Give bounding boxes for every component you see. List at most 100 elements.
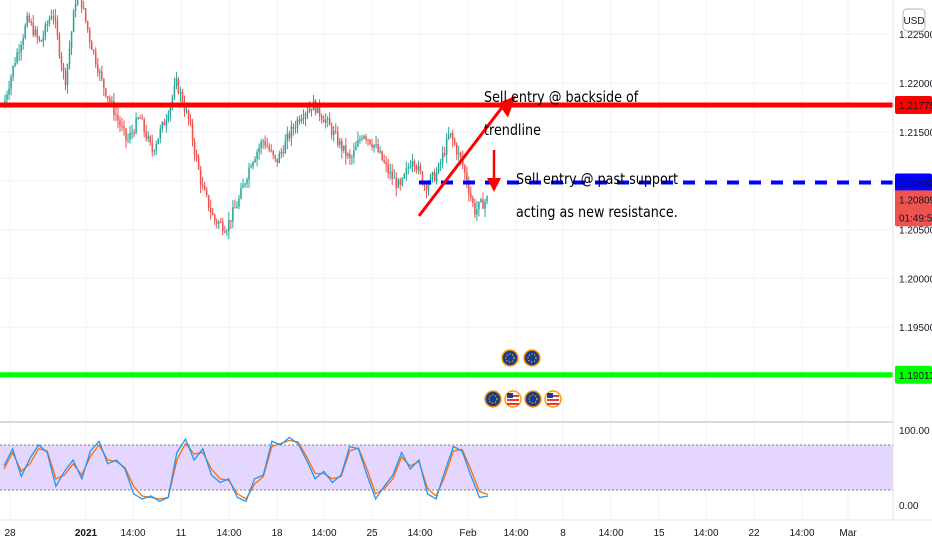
candle-body[interactable] <box>72 11 75 33</box>
candle-body[interactable] <box>129 132 131 140</box>
candle-body[interactable] <box>435 172 438 181</box>
candle-body[interactable] <box>133 132 135 134</box>
candle-body[interactable] <box>54 17 57 21</box>
candle-body[interactable] <box>115 114 117 116</box>
candle-body[interactable] <box>274 155 277 159</box>
candle-body[interactable] <box>101 71 103 79</box>
candle-body[interactable] <box>431 172 434 176</box>
candle-body[interactable] <box>74 4 77 12</box>
candle-body[interactable] <box>486 196 488 202</box>
annotation-backside-trendline[interactable]: Sell entry @ backside of trendline <box>484 89 639 139</box>
candle-body[interactable] <box>240 188 242 199</box>
candle-body[interactable] <box>195 154 198 158</box>
candle-body[interactable] <box>58 35 61 56</box>
candle-body[interactable] <box>16 52 18 63</box>
candle-body[interactable] <box>244 183 246 185</box>
candle-body[interactable] <box>474 202 476 215</box>
candle-body[interactable] <box>272 150 274 156</box>
candle-body[interactable] <box>417 165 420 170</box>
candle-body[interactable] <box>371 144 373 148</box>
candle-body[interactable] <box>157 138 160 145</box>
candle-body[interactable] <box>62 65 65 72</box>
candle-body[interactable] <box>199 169 202 186</box>
candle-body[interactable] <box>6 94 8 100</box>
candle-body[interactable] <box>228 220 230 232</box>
candle-body[interactable] <box>209 208 212 213</box>
candle-body[interactable] <box>330 125 333 135</box>
candle-body[interactable] <box>123 126 125 129</box>
candle-body[interactable] <box>264 140 266 146</box>
candle-body[interactable] <box>464 165 466 173</box>
candle-body[interactable] <box>449 133 452 136</box>
candle-body[interactable] <box>36 29 39 37</box>
candle-body[interactable] <box>211 212 214 216</box>
candle-body[interactable] <box>215 220 218 224</box>
candle-body[interactable] <box>88 29 91 42</box>
candle-body[interactable] <box>357 140 359 147</box>
candle-body[interactable] <box>403 174 406 178</box>
candle-body[interactable] <box>306 112 309 114</box>
candle-body[interactable] <box>351 157 353 159</box>
candle-body[interactable] <box>76 0 79 5</box>
candle-body[interactable] <box>30 21 32 24</box>
candle-body[interactable] <box>345 145 347 157</box>
candle-body[interactable] <box>52 16 55 18</box>
candle-body[interactable] <box>56 20 59 36</box>
candle-body[interactable] <box>423 184 426 186</box>
candle-body[interactable] <box>246 179 248 184</box>
candle-body[interactable] <box>218 221 220 224</box>
candle-body[interactable] <box>381 151 383 161</box>
candle-body[interactable] <box>365 136 367 140</box>
candle-body[interactable] <box>433 172 436 181</box>
candle-body[interactable] <box>308 108 311 113</box>
candle-body[interactable] <box>439 162 442 165</box>
candle-body[interactable] <box>421 171 424 185</box>
candle-body[interactable] <box>415 166 418 170</box>
annotation-past-support[interactable]: Sell entry @ past support acting as new … <box>516 171 679 221</box>
candle-body[interactable] <box>399 180 402 185</box>
candle-body[interactable] <box>294 127 297 129</box>
economic-events[interactable]: 5 2 2 8 4 6 <box>484 344 563 408</box>
candle-body[interactable] <box>270 150 272 152</box>
candle-body[interactable] <box>161 122 164 129</box>
candle-body[interactable] <box>476 209 478 215</box>
oscillator-k-line[interactable] <box>3 436 489 503</box>
candle-body[interactable] <box>326 118 329 120</box>
candle-body[interactable] <box>379 151 381 153</box>
candle-body[interactable] <box>185 110 188 112</box>
candle-body[interactable] <box>109 98 111 102</box>
candle-body[interactable] <box>48 19 51 25</box>
candle-body[interactable] <box>131 132 133 134</box>
candle-body[interactable] <box>40 40 43 42</box>
candle-body[interactable] <box>189 119 192 124</box>
candle-body[interactable] <box>90 41 93 50</box>
candle-body[interactable] <box>22 37 24 45</box>
candle-body[interactable] <box>60 55 63 66</box>
candle-body[interactable] <box>298 119 301 122</box>
candle-body[interactable] <box>82 8 85 10</box>
candle-body[interactable] <box>165 120 168 126</box>
candle-body[interactable] <box>258 147 260 152</box>
candle-body[interactable] <box>387 164 389 174</box>
candle-body[interactable] <box>413 160 416 167</box>
candle-body[interactable] <box>409 166 412 168</box>
candle-body[interactable] <box>28 15 30 22</box>
candle-body[interactable] <box>171 96 174 105</box>
candle-body[interactable] <box>320 115 323 120</box>
candle-body[interactable] <box>466 172 468 184</box>
candle-body[interactable] <box>137 117 139 119</box>
candle-body[interactable] <box>278 153 281 164</box>
event-badge[interactable]: 6 <box>544 385 563 408</box>
event-badge[interactable]: 4 <box>524 385 543 408</box>
candle-body[interactable] <box>205 189 208 196</box>
candle-body[interactable] <box>201 185 204 187</box>
candle-body[interactable] <box>310 108 313 111</box>
candle-body[interactable] <box>292 126 295 129</box>
event-badge[interactable]: 5 <box>501 344 520 367</box>
candle-body[interactable] <box>191 123 194 142</box>
candle-body[interactable] <box>268 146 270 151</box>
candle-body[interactable] <box>336 132 339 145</box>
candle-body[interactable] <box>262 140 264 142</box>
candle-body[interactable] <box>367 139 369 141</box>
